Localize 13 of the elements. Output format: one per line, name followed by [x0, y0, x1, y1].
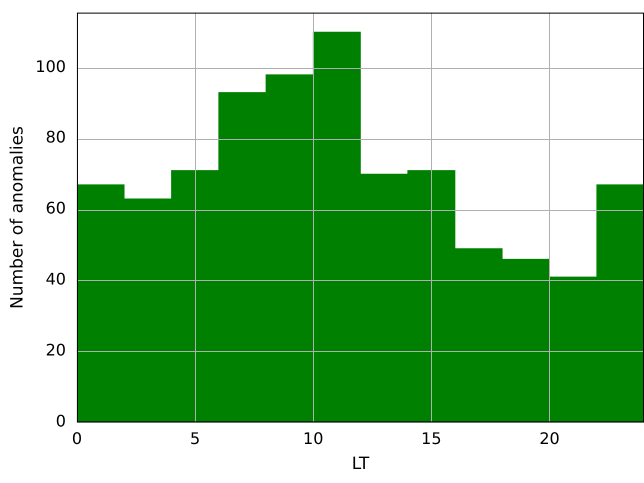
- y-tick-label: 60: [46, 198, 66, 218]
- x-tick-label: 15: [421, 429, 442, 448]
- x-tick-label: 20: [539, 429, 560, 448]
- x-tick-label: 5: [190, 429, 200, 448]
- y-tick-label: 40: [46, 270, 66, 289]
- x-axis-title: LT: [352, 454, 370, 474]
- y-tick-label: 20: [46, 340, 66, 360]
- y-axis-title: Number of anomalies: [8, 126, 28, 309]
- y-tick-label: 100: [35, 56, 66, 76]
- y-tick-label: 80: [46, 128, 66, 147]
- x-tick-label: 10: [303, 429, 324, 448]
- x-tick-label: 0: [72, 429, 82, 448]
- y-tick-label: 0: [56, 412, 66, 431]
